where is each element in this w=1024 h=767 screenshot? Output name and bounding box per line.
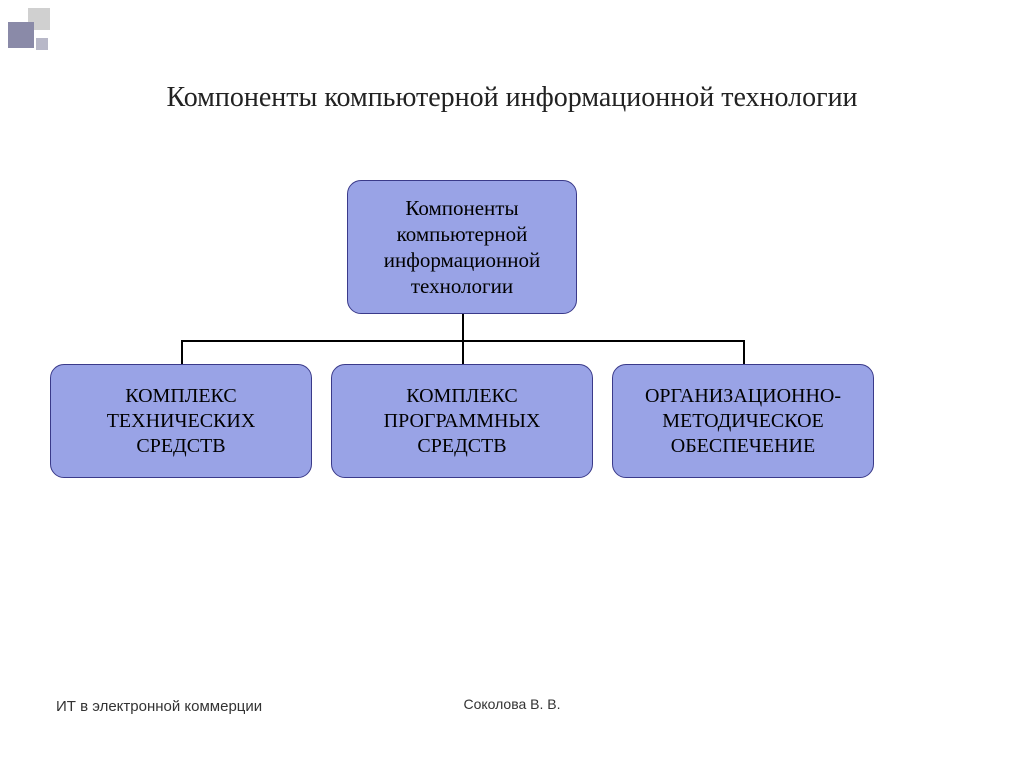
org-root-node: Компоненты компьютерной информационной т… (347, 180, 577, 314)
footer-center-text: Соколова В. В. (0, 696, 1024, 712)
org-child-node-2: ОРГАНИЗАЦИОННО- МЕТОДИЧЕСКОЕ ОБЕСПЕЧЕНИЕ (612, 364, 874, 478)
org-child-node-1: КОМПЛЕКС ПРОГРАММНЫХ СРЕДСТВ (331, 364, 593, 478)
connector (743, 340, 745, 364)
deco-square-3 (36, 38, 48, 50)
org-chart: Компоненты компьютерной информационной т… (50, 180, 974, 520)
slide-title: Компоненты компьютерной информационной т… (0, 82, 1024, 114)
connector (181, 340, 183, 364)
connector (462, 340, 464, 364)
deco-square-2 (8, 22, 34, 48)
decorative-squares (8, 8, 58, 58)
org-child-node-0: КОМПЛЕКС ТЕХНИЧЕСКИХ СРЕДСТВ (50, 364, 312, 478)
connector (462, 314, 464, 340)
